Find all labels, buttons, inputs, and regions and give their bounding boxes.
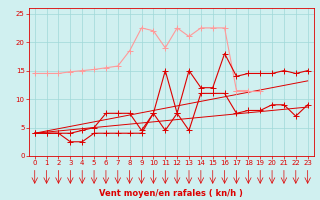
Text: Vent moyen/en rafales ( kn/h ): Vent moyen/en rafales ( kn/h ) (99, 189, 243, 198)
